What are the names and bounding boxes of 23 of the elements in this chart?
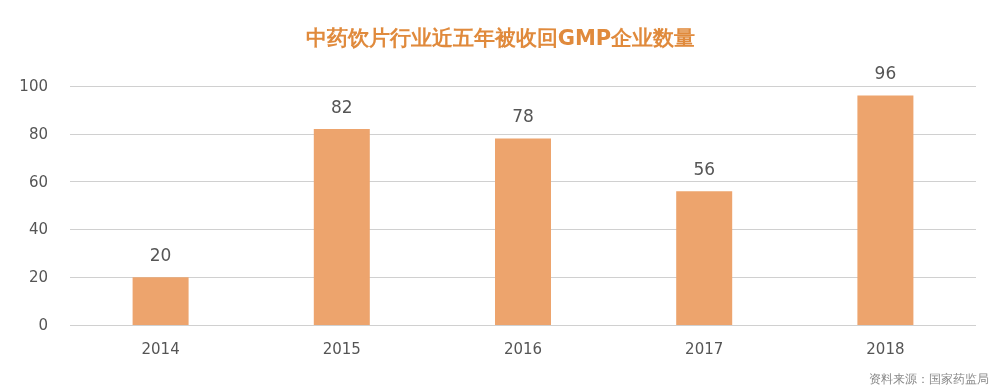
data-label: 96: [874, 63, 897, 84]
x-tick-label: 2017: [685, 339, 724, 358]
bar: [857, 95, 914, 325]
x-tick-label: 2016: [503, 339, 543, 358]
bar: [676, 191, 733, 325]
text: 资料来源：国家药监局: [869, 372, 989, 386]
bar: [132, 277, 189, 325]
bar: [313, 129, 370, 325]
y-tick-label: 60: [28, 172, 48, 191]
data-label: 20: [149, 244, 172, 265]
data-label: 78: [512, 106, 534, 127]
bar: [495, 138, 551, 325]
y-tick-label: 20: [28, 268, 48, 287]
data-label: 82: [330, 96, 353, 117]
y-tick-label: 0: [38, 316, 48, 334]
x-tick-label: 2018: [866, 339, 905, 358]
data-label: 56: [693, 158, 716, 179]
x-tick-label: 2015: [322, 339, 361, 358]
y-tick-label: 80: [28, 124, 48, 143]
x-tick-label: 2014: [141, 339, 180, 358]
y-tick-label: 40: [28, 220, 48, 239]
chart-title: 中药饮片行业近五年被收回GMP企业数量: [305, 25, 696, 50]
y-tick-label: 100: [19, 77, 48, 95]
